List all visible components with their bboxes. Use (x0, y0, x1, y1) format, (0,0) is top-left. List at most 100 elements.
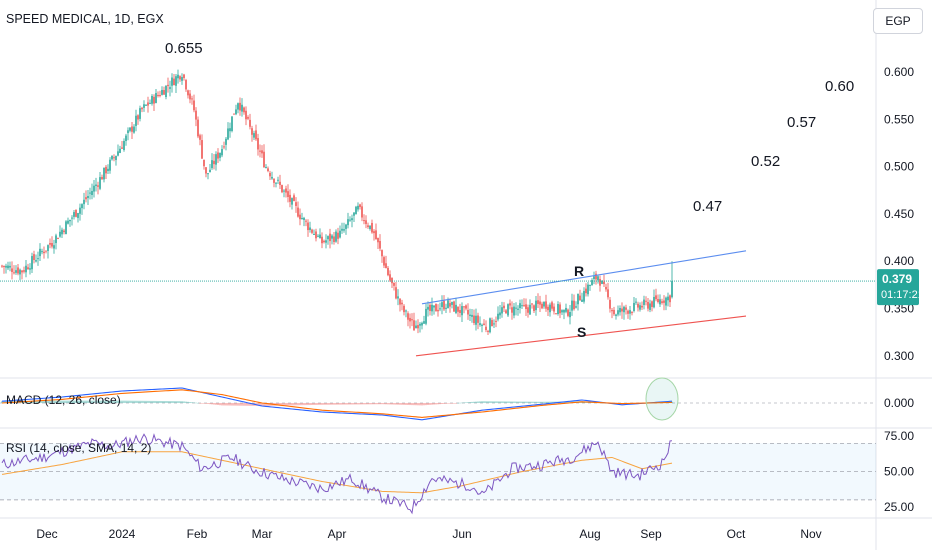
macd-histogram-bar (411, 403, 413, 406)
macd-histogram-bar (113, 400, 115, 403)
candle-body (485, 326, 487, 331)
macd-histogram-bar (167, 401, 169, 403)
candle-body (233, 113, 235, 115)
candle-body (187, 90, 189, 96)
macd-histogram-bar (161, 401, 163, 403)
candle-body (419, 323, 421, 326)
macd-histogram-bar (529, 401, 531, 403)
macd-histogram-bar (229, 403, 231, 406)
macd-histogram-bar (263, 403, 265, 406)
time-tick-label: Dec (36, 527, 57, 541)
macd-histogram-bar (345, 403, 347, 405)
target-label-3: 0.57 (787, 114, 816, 131)
macd-histogram-bar (65, 400, 67, 403)
macd-histogram-bar (83, 400, 85, 403)
time-tick-label: Jun (452, 527, 471, 541)
candle-body (289, 194, 291, 202)
candle-body (341, 228, 343, 231)
peak-label: 0.655 (165, 40, 203, 57)
time-axis[interactable]: Dec 2024 Feb Mar Apr Jun Aug Sep Oct Nov (36, 527, 821, 541)
macd-line (1, 387, 673, 421)
macd-histogram-bar (233, 403, 235, 406)
candle-body (221, 149, 223, 156)
candle-body (163, 90, 165, 95)
macd-histogram-bar (443, 403, 445, 404)
macd-histogram-bar (193, 402, 195, 404)
macd-histogram-bar (463, 402, 465, 404)
macd-histogram-bar (175, 401, 177, 403)
macd-histogram-bar (427, 403, 429, 405)
macd-histogram-bar (289, 403, 291, 406)
last-price-value: 0.379 (882, 272, 912, 286)
macd-histogram-bar (203, 403, 205, 404)
support-trendline[interactable] (415, 315, 747, 357)
macd-histogram-bar (339, 403, 341, 405)
macd-histogram-bar (491, 401, 493, 403)
rsi-pane: 25.00 50.00 75.00 (1, 429, 914, 515)
candle-body (591, 280, 593, 286)
candle-body (429, 304, 431, 311)
trendlines[interactable] (415, 250, 747, 357)
macd-histogram-bar (451, 403, 453, 404)
candle-body (337, 232, 339, 239)
candle-body (263, 151, 265, 168)
candle-body (493, 323, 495, 325)
macd-histogram-bar (133, 400, 135, 403)
candle-body (425, 308, 427, 324)
macd-histogram-bar (521, 401, 523, 403)
macd-histogram-bar (381, 403, 383, 405)
macd-histogram-bar (417, 403, 419, 406)
macd-histogram-bar (379, 403, 381, 405)
candle-body (9, 265, 11, 268)
candle-body (181, 77, 183, 81)
macd-histogram-bar (477, 401, 479, 403)
resistance-trendline[interactable] (421, 250, 747, 305)
macd-histogram-bar (405, 403, 407, 405)
candle-body (223, 146, 225, 148)
candle-body (639, 305, 641, 310)
macd-histogram-bar (277, 403, 279, 406)
candle-body (119, 148, 121, 153)
candle-body (11, 268, 13, 272)
macd-histogram-bar (385, 403, 387, 405)
macd-histogram-bar (181, 401, 183, 403)
candle-body (585, 288, 587, 294)
macd-histogram-bar (419, 403, 421, 406)
candle-body (529, 304, 531, 315)
candle-body (449, 303, 451, 307)
macd-histogram-bar (187, 401, 189, 403)
candle-body (517, 308, 519, 310)
currency-button[interactable]: EGP (873, 8, 923, 34)
macd-histogram-bar (333, 403, 335, 405)
target-label-4: 0.60 (825, 78, 854, 95)
macd-histogram-bar (231, 403, 233, 406)
candle-body (479, 323, 481, 325)
macd-histogram-bar (495, 401, 497, 403)
symbol-title[interactable]: SPEED MEDICAL, 1D, EGX (6, 12, 164, 26)
macd-histogram-bar (109, 400, 111, 403)
candle-body (533, 305, 535, 311)
macd-histogram-bar (87, 400, 89, 403)
macd-histogram-bar (437, 403, 439, 405)
macd-histogram-bar (365, 403, 367, 405)
macd-histogram-bar (103, 400, 105, 403)
rsi-label[interactable]: RSI (14, close, SMA, 14, 2) (6, 441, 151, 455)
macd-label[interactable]: MACD (12, 26, close) (6, 393, 121, 407)
macd-histogram-bar (29, 400, 31, 403)
candle-body (169, 87, 171, 89)
candle-body (247, 117, 249, 119)
macd-histogram-bar (347, 403, 349, 405)
macd-histogram-bar (91, 400, 93, 403)
macd-histogram-bar (343, 403, 345, 405)
rsi-line (1, 433, 673, 515)
macd-histogram-bar (501, 401, 503, 403)
candle-body (287, 191, 289, 197)
candle-body (623, 306, 625, 313)
macd-histogram-bar (503, 401, 505, 403)
candle-body (281, 185, 283, 193)
candle-body (137, 115, 139, 120)
candle-body (667, 296, 669, 301)
price-tick-label: 0.300 (884, 349, 914, 363)
candle-body (657, 299, 659, 303)
